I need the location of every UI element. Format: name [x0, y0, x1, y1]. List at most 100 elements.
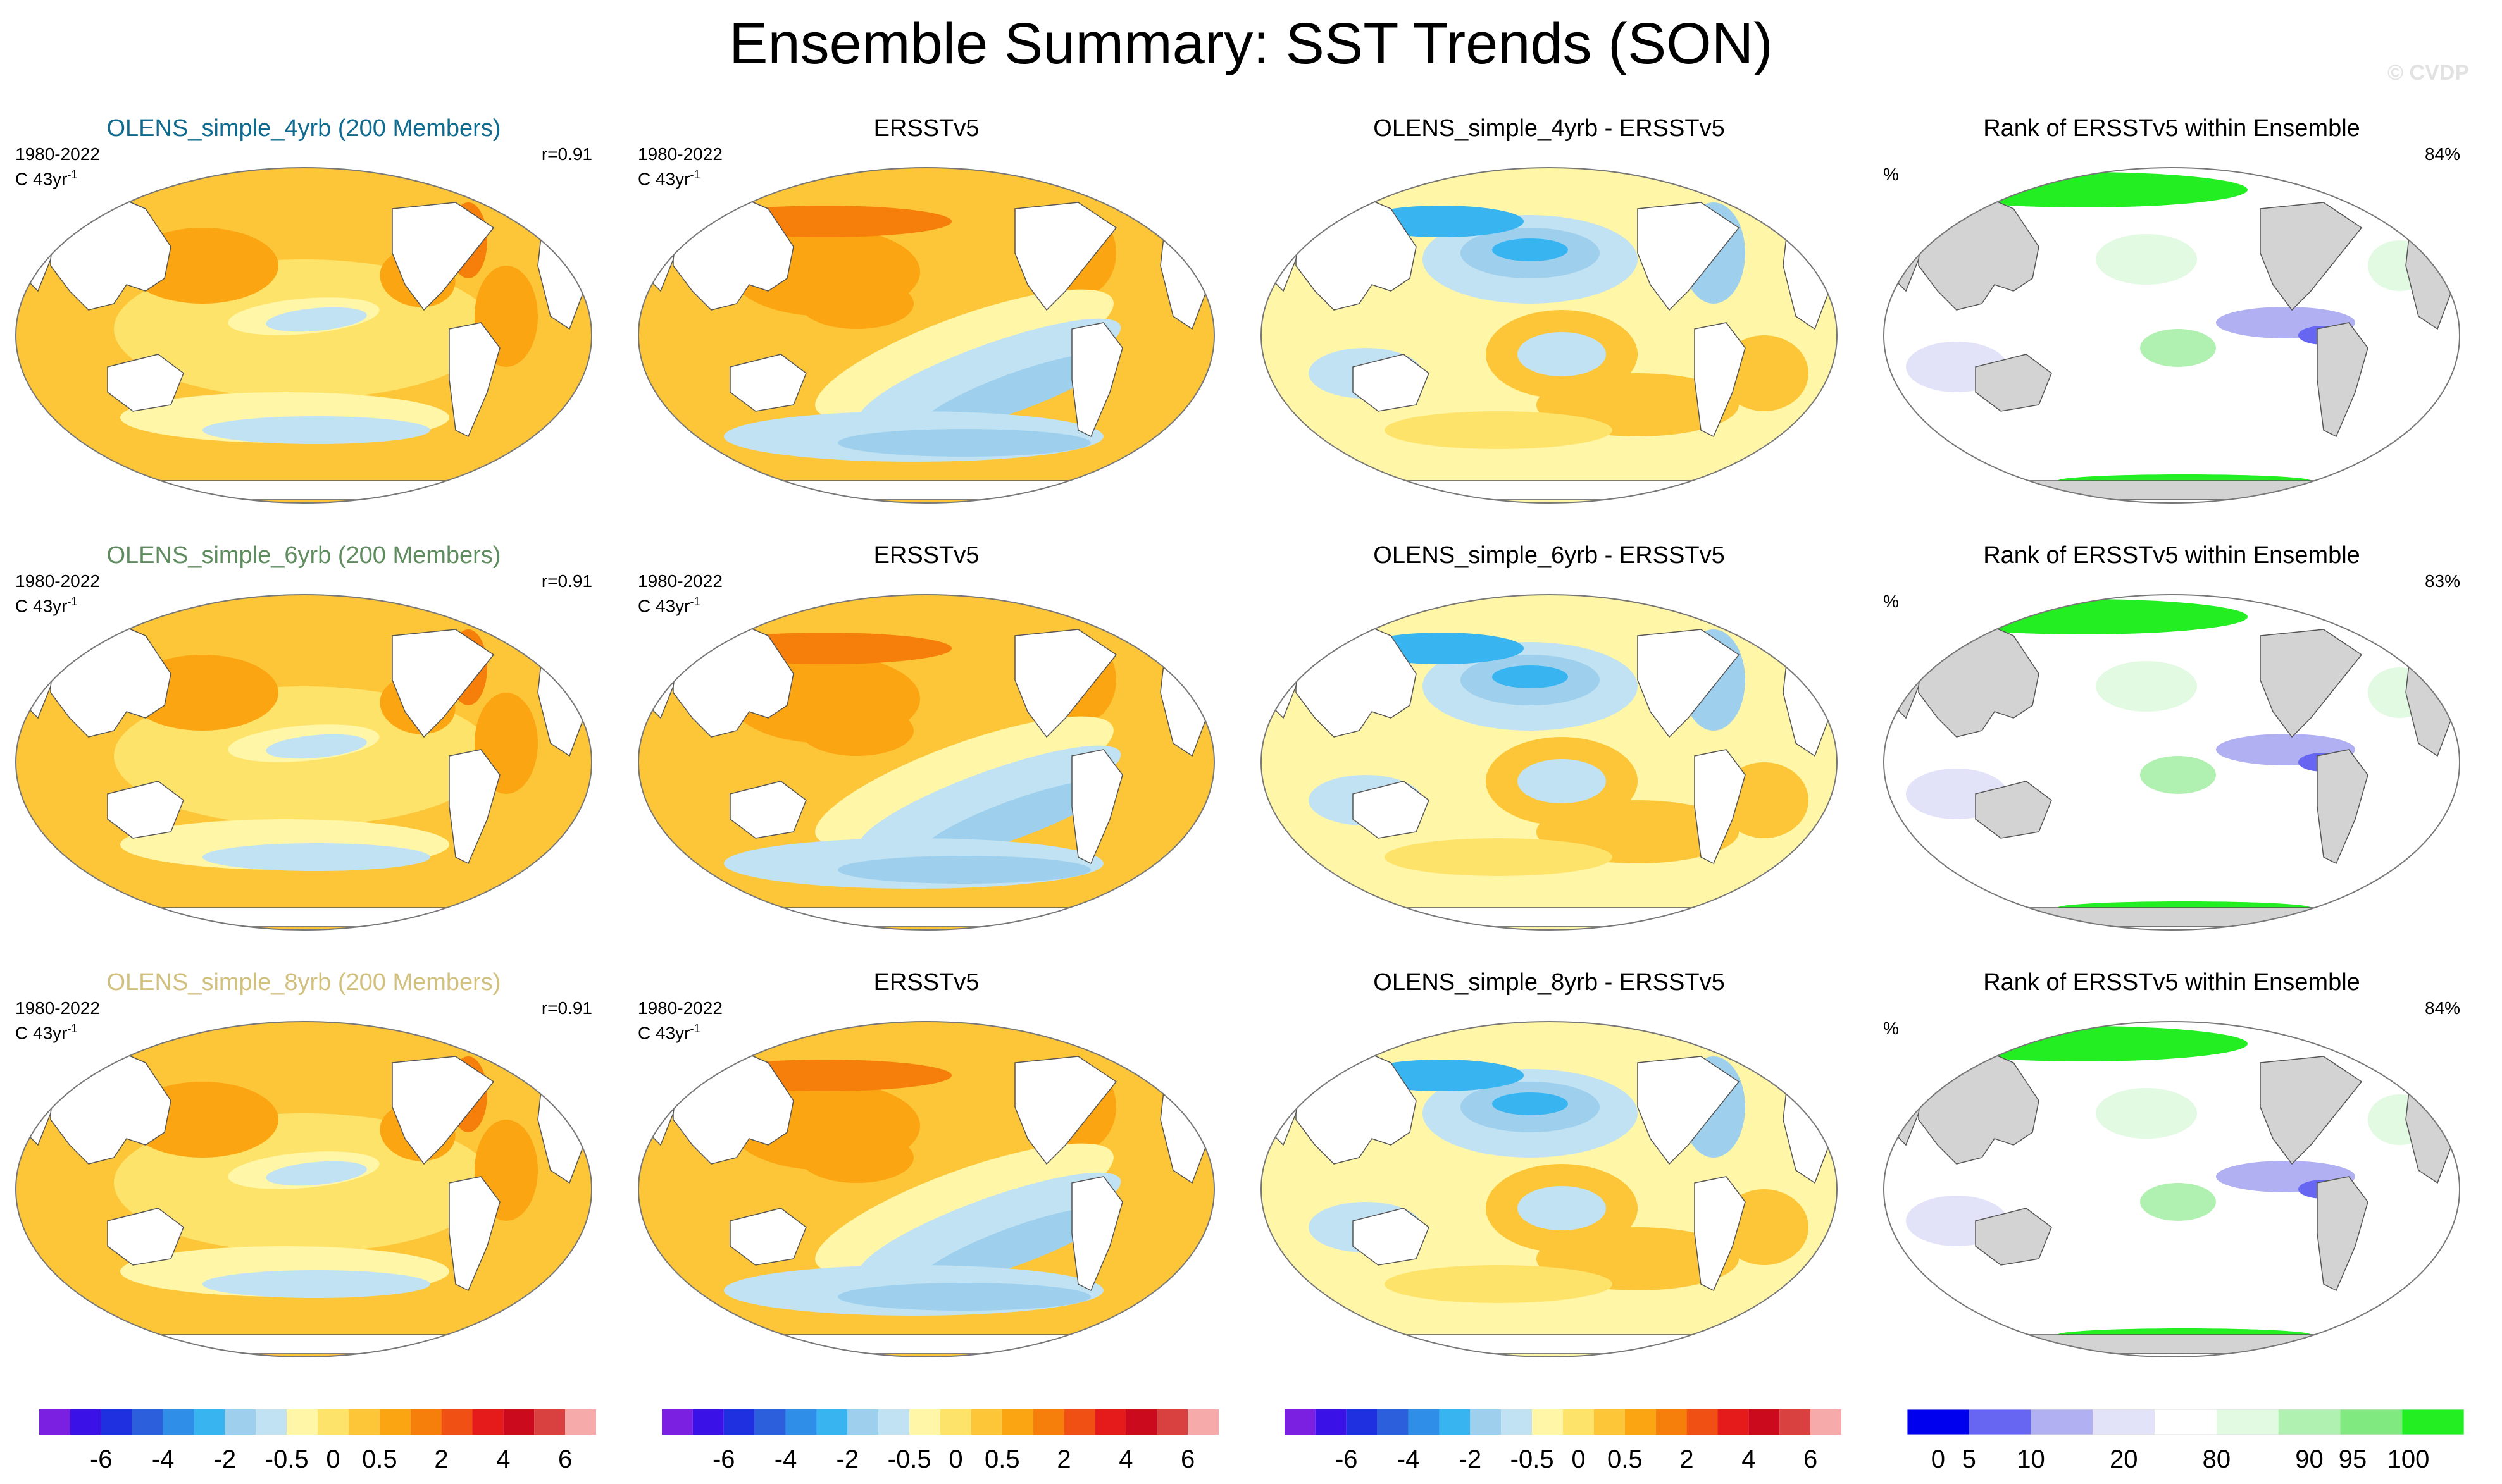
colorbar-swatch — [2031, 1409, 2093, 1435]
globe-outline — [1883, 167, 2460, 504]
units-sup: -1 — [690, 1022, 700, 1035]
field-region — [2140, 329, 2216, 367]
land-mass — [1352, 354, 1429, 412]
colorbar-swatch — [2155, 1409, 2217, 1435]
field-region — [2096, 234, 2197, 285]
land-mass — [1333, 907, 1765, 927]
map-diff — [1260, 594, 1838, 931]
land-mass — [2260, 629, 2363, 738]
units-label: C 43yr — [638, 169, 690, 189]
colorbar-swatch — [1002, 1409, 1033, 1435]
colorbar-swatch — [1377, 1409, 1409, 1435]
colorbar-swatch — [2278, 1409, 2341, 1435]
panel-title: OLENS_simple_8yrb (200 Members) — [106, 969, 501, 996]
land-mass — [1955, 907, 2388, 927]
colorbar-swatch — [1064, 1409, 1095, 1435]
colorbar-swatch — [318, 1409, 349, 1435]
field-region — [919, 353, 1111, 431]
land-mass — [1071, 749, 1123, 865]
units-label: C 43yr — [638, 1023, 690, 1043]
colorbar-swatch — [662, 1409, 693, 1435]
rank-value: 84% — [2424, 998, 2460, 1018]
map-diff — [1260, 1021, 1838, 1357]
colorbar-swatch — [1655, 1409, 1687, 1435]
correlation-label: r=0.91 — [541, 998, 592, 1018]
panel-title: Rank of ERSSTv5 within Ensemble — [1983, 542, 2360, 569]
field-region — [1385, 838, 1612, 876]
panel-title: OLENS_simple_6yrb (200 Members) — [106, 542, 501, 569]
colorbar-swatch — [940, 1409, 971, 1435]
land-mass — [87, 1334, 520, 1354]
colorbar-tick-label: 4 — [1119, 1445, 1133, 1473]
period-units: 1980-2022 C 43yr-1 — [638, 571, 723, 616]
field-region — [1919, 172, 2248, 207]
period-label: 1980-2022 — [638, 144, 723, 164]
colorbar-swatch — [1439, 1409, 1471, 1435]
colorbar-tick-label: 0.5 — [985, 1445, 1020, 1473]
colorbar-tick-label: 0 — [1931, 1445, 1945, 1473]
field-region — [858, 745, 1121, 855]
colorbar-tick-label: -6 — [90, 1445, 113, 1473]
panel-title: Rank of ERSSTv5 within Ensemble — [1983, 969, 2360, 996]
colorbar-swatch — [410, 1409, 442, 1435]
colorbar-tick-label: 2 — [1679, 1445, 1693, 1473]
colorbar-swatch — [1686, 1409, 1718, 1435]
map-obs — [638, 1021, 1215, 1357]
field-region — [800, 705, 914, 756]
colorbar-tick-label: 5 — [1962, 1445, 1976, 1473]
globe-outline — [638, 594, 1215, 931]
period-label: 1980-2022 — [15, 144, 100, 164]
colorbar-swatch — [1346, 1409, 1378, 1435]
field-region — [1492, 1092, 1568, 1115]
land-mass — [1637, 202, 1740, 311]
colorbar-swatch — [1095, 1409, 1126, 1435]
land-mass — [87, 480, 520, 500]
period-units: 1980-2022 C 43yr-1 — [638, 998, 723, 1043]
globe-outline — [638, 167, 1215, 504]
land-mass — [2260, 1056, 2363, 1165]
land-mass — [107, 354, 184, 412]
colorbar-tick-label: -0.5 — [1510, 1445, 1554, 1473]
colorbar-tick-label: 4 — [496, 1445, 510, 1473]
globe-outline — [1260, 594, 1838, 931]
colorbar-swatch — [909, 1409, 940, 1435]
field-region — [858, 1172, 1121, 1282]
field-region — [2140, 1183, 2216, 1221]
period-label: 1980-2022 — [638, 998, 723, 1018]
land-mass — [87, 907, 520, 927]
land-mass — [710, 480, 1143, 500]
colorbar-tick-label: -0.5 — [888, 1445, 931, 1473]
correlation-label: r=0.91 — [541, 571, 592, 591]
field-region — [838, 856, 1091, 884]
land-mass — [449, 322, 501, 438]
figure-title: Ensemble Summary: SST Trends (SON) — [729, 11, 1773, 76]
colorbar-tick-label: 90 — [2295, 1445, 2324, 1473]
field-region — [266, 1161, 367, 1186]
colorbar-swatch — [1285, 1409, 1316, 1435]
colorbar-swatch — [101, 1409, 132, 1435]
colorbar-swatch — [878, 1409, 910, 1435]
colorbar-tick-label: 4 — [1741, 1445, 1755, 1473]
colorbar-swatch — [1563, 1409, 1594, 1435]
colorbar-tick-label: -2 — [214, 1445, 237, 1473]
map-model — [15, 167, 592, 504]
colorbar-swatch — [287, 1409, 318, 1435]
colorbar-sst-3: -6 -4 -2 -0.5 0 0.5 2 4 6 — [1285, 1409, 1841, 1479]
globe-outline — [15, 1021, 592, 1357]
percent-label: % — [1883, 591, 1899, 611]
units-label: C 43yr — [15, 1023, 68, 1043]
land-mass — [1975, 1208, 2052, 1266]
field-region — [202, 1270, 430, 1298]
colorbar-swatch — [1907, 1409, 1969, 1435]
colorbar-tick-label: 6 — [1803, 1445, 1817, 1473]
colorbar-swatch — [1969, 1409, 2031, 1435]
map-model — [15, 594, 592, 931]
panel-diff-row1: OLENS_simple_4yrb - ERSSTv5 — [1252, 114, 1846, 519]
field-region — [858, 318, 1121, 428]
land-mass — [1955, 1334, 2388, 1354]
field-region — [1492, 665, 1568, 688]
period-label: 1980-2022 — [15, 998, 100, 1018]
colorbar-sst-2: -6 -4 -2 -0.5 0 0.5 2 4 6 — [662, 1409, 1219, 1479]
field-region — [838, 429, 1091, 457]
land-mass — [107, 1208, 184, 1266]
